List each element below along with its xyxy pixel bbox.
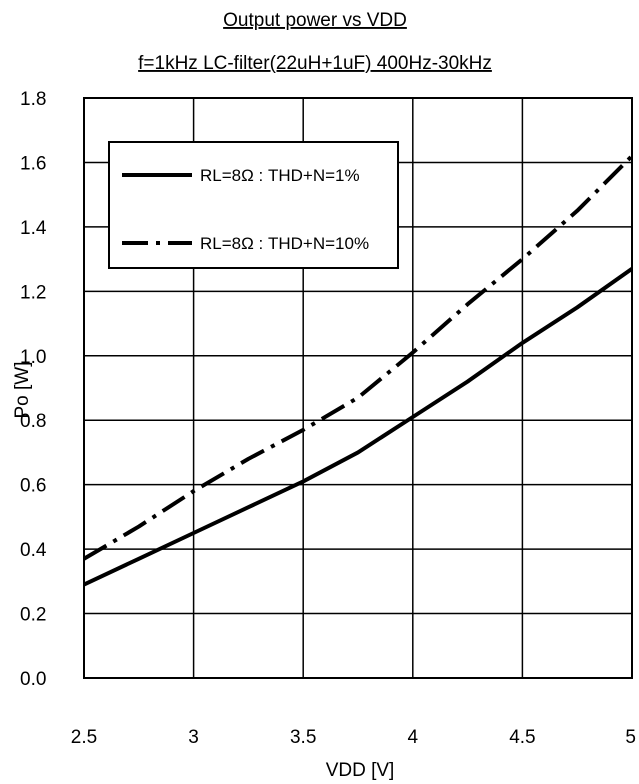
chart-title: Output power vs VDD	[223, 10, 407, 31]
x-tick-label: 3.5	[290, 727, 316, 748]
y-tick-label: 0.0	[20, 669, 46, 690]
x-axis-label: VDD [V]	[326, 760, 395, 781]
y-tick-label: 1.4	[20, 218, 47, 239]
x-tick-labels: 2.5 3 3.5 4 4.5 5	[71, 727, 636, 748]
plot-frame	[83, 97, 633, 679]
y-tick-label: 1.0	[20, 347, 46, 368]
y-tick-label: 0.2	[20, 605, 46, 626]
y-tick-label: 0.6	[20, 476, 46, 497]
x-tick-label: 4.5	[509, 727, 535, 748]
x-tick-label: 2.5	[71, 727, 97, 748]
x-tick-label: 5	[625, 727, 636, 748]
y-tick-label: 1.6	[20, 153, 46, 174]
series-line-2	[82, 154, 634, 561]
y-tick-label: 1.2	[20, 282, 46, 303]
x-tick-label: 3	[188, 727, 199, 748]
legend: RL=8Ω : THD+N=1% RL=8Ω : THD+N=10%	[108, 141, 399, 269]
y-axis-label: Po [W]	[12, 361, 33, 418]
legend-label-1: RL=8Ω : THD+N=1%	[200, 166, 360, 185]
y-tick-label: 0.8	[20, 411, 46, 432]
legend-label-2: RL=8Ω : THD+N=10%	[200, 234, 369, 253]
x-tick-label: 4	[408, 727, 419, 748]
y-tick-labels: 0.0 0.2 0.4 0.6 0.8 1.0 1.2 1.4 1.6 1.8	[20, 89, 47, 690]
series-line-1	[83, 267, 634, 587]
chart-subtitle: f=1kHz LC-filter(22uH+1uF) 400Hz-30kHz	[138, 53, 492, 74]
legend-box	[108, 141, 399, 269]
series-lines	[82, 154, 634, 587]
y-tick-label: 0.4	[20, 540, 47, 561]
y-tick-label: 1.8	[20, 89, 46, 110]
